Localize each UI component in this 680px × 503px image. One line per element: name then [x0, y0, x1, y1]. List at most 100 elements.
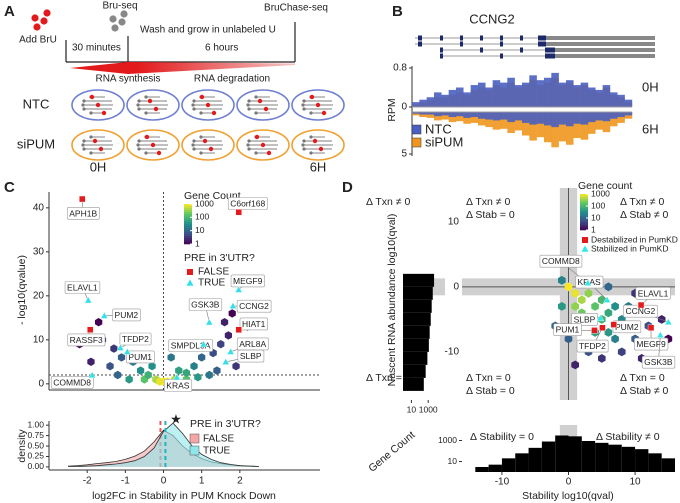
- rna-label-dot: [318, 146, 324, 152]
- rna-end: [247, 107, 251, 111]
- hex-cell: [578, 295, 586, 305]
- time-label: 6 hours: [205, 43, 238, 54]
- coverage-bar: [456, 87, 464, 107]
- legend-swatch: [411, 137, 422, 148]
- rna-end: [246, 143, 250, 147]
- rna-label-dot: [156, 150, 162, 156]
- marker: [226, 347, 235, 355]
- colorbar-segment: [580, 221, 588, 224]
- colorbar-segment: [184, 242, 192, 245]
- x-tick-label: 0: [161, 476, 167, 487]
- rna-label-dot: [144, 134, 150, 140]
- rna-end: [137, 99, 141, 103]
- rna-end: [81, 103, 85, 107]
- gene-label-text: SMPDL3A: [171, 340, 211, 350]
- coverage-bar: [573, 112, 581, 124]
- cell-ellipse: [291, 89, 345, 121]
- gene-label: ELAVL1: [64, 281, 101, 294]
- coverage-bar: [551, 112, 559, 148]
- y-tick-label: 10: [448, 456, 458, 466]
- legend-title: Gene Count: [184, 190, 241, 202]
- timeline: [65, 22, 296, 63]
- label-box: [635, 287, 671, 300]
- coverage-bar: [456, 112, 464, 117]
- coverage-bar: [507, 112, 515, 133]
- marker: [664, 318, 673, 325]
- legend-label: TRUE: [203, 446, 231, 457]
- gene-label: COMMD8: [539, 254, 583, 268]
- x-tick-label: -1: [121, 476, 130, 487]
- quadrant-label: Δ Txn ≠ 0: [620, 196, 664, 208]
- hex-cell: [584, 288, 593, 298]
- coverage-bar: [617, 112, 625, 123]
- rna-end: [144, 95, 148, 99]
- hist-bar: [515, 453, 529, 472]
- rna-label-dot: [211, 110, 217, 116]
- coverage-bar: [470, 112, 479, 123]
- rna-end: [89, 151, 93, 155]
- hex-cell: [182, 368, 190, 377]
- coverage-bar: [595, 112, 603, 121]
- coverage-bar: [580, 112, 589, 125]
- rna-end: [137, 147, 141, 151]
- rna-label-dot: [199, 94, 205, 100]
- hex-cell: [604, 282, 613, 292]
- marker: [79, 195, 86, 203]
- rna-label-dot: [153, 106, 159, 112]
- rna-end: [136, 143, 140, 147]
- label-box: [230, 274, 265, 288]
- label-box: [239, 317, 268, 331]
- legend-title: Gene count: [578, 180, 632, 192]
- cell-ellipse: [291, 129, 345, 161]
- gene-model: [415, 35, 655, 59]
- hex-cell: [137, 366, 145, 375]
- hex-cell: [114, 370, 122, 380]
- rna-end: [137, 139, 141, 143]
- coverage-bar: [463, 112, 471, 124]
- rna-end: [301, 103, 305, 107]
- density-line: [68, 422, 259, 467]
- gene-label: PUM1: [553, 323, 582, 336]
- x-tick-label: 2: [237, 476, 243, 487]
- label-box: [64, 281, 101, 294]
- gene-label: CCNG2: [236, 299, 272, 313]
- coverage-bar: [448, 89, 457, 107]
- hist-bar: [403, 312, 431, 326]
- coverage-bar: [595, 112, 603, 130]
- coverage-bar: [580, 112, 589, 140]
- rna-label-dot: [309, 94, 315, 100]
- coverage-bar: [588, 112, 596, 134]
- marker: [610, 321, 617, 328]
- rna-label-dot: [98, 146, 104, 152]
- coverage-bar: [463, 112, 471, 118]
- gene-label: RASSF3: [67, 333, 106, 347]
- colorbar-segment: [184, 240, 192, 243]
- label-box: [66, 206, 100, 220]
- coverage-bar: [448, 112, 457, 118]
- hist-bar: [403, 377, 424, 391]
- coverage-bar: [463, 92, 471, 107]
- hex-cell: [213, 366, 221, 375]
- legend-label: TRUE: [198, 278, 226, 289]
- cell-ellipse: [236, 89, 290, 121]
- y-tick-label: 40: [33, 202, 45, 213]
- x-tick-label: 10: [630, 477, 642, 488]
- coverage-bar: [617, 112, 625, 118]
- rna-label-dot: [89, 94, 95, 100]
- gene-label: APH1B: [66, 206, 100, 220]
- gene-label-text: MEGF9: [233, 276, 263, 286]
- colorbar-segment: [184, 220, 192, 223]
- marker: [591, 327, 598, 334]
- rna-end: [199, 151, 203, 155]
- marker: [87, 326, 94, 333]
- marker: [116, 343, 125, 351]
- gene-label-text: ELAVL1: [638, 288, 669, 298]
- coverage-bar: [566, 80, 574, 107]
- hex-cell: [571, 360, 579, 370]
- colorbar-label: 1000: [195, 198, 214, 208]
- rna-end: [247, 99, 251, 103]
- step-label: BruChase-seq: [264, 3, 328, 14]
- coverage-bar: [514, 112, 523, 121]
- coverage-bar: [602, 112, 611, 133]
- marker: [603, 295, 611, 303]
